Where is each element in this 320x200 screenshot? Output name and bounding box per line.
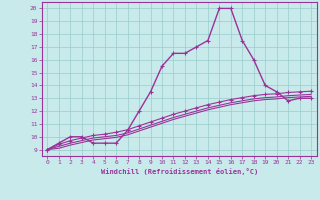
X-axis label: Windchill (Refroidissement éolien,°C): Windchill (Refroidissement éolien,°C) (100, 168, 258, 175)
